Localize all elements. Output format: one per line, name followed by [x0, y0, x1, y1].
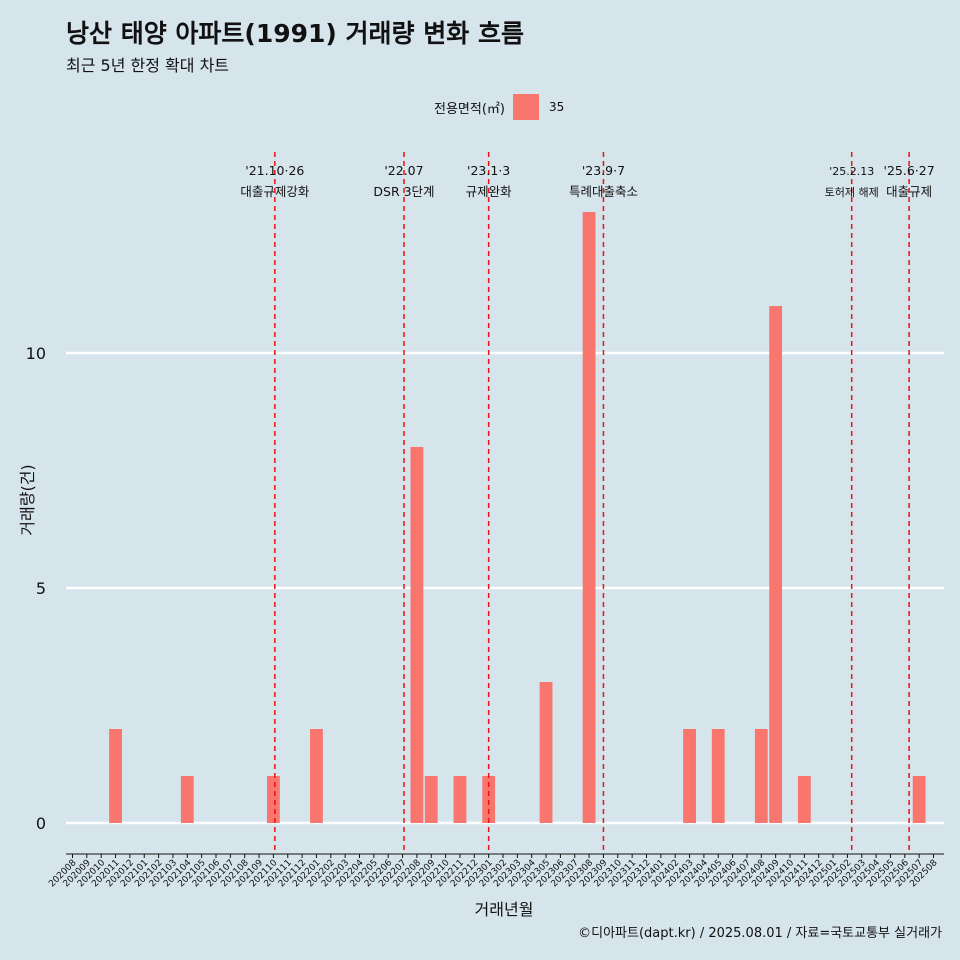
- x-axis-title: 거래년월: [475, 900, 534, 919]
- bar: [582, 212, 596, 823]
- event-date: '23.9·7: [582, 163, 625, 178]
- bar: [453, 776, 467, 823]
- event-date: '25.6·27: [884, 163, 935, 178]
- bar: [769, 306, 783, 823]
- event-label: 규제완화: [466, 184, 513, 199]
- event-date: '22.07: [384, 163, 423, 178]
- event-label: 대출규제강화: [240, 184, 310, 199]
- bar: [683, 729, 696, 823]
- bar: [310, 729, 323, 823]
- bar: [410, 447, 424, 823]
- bar: [482, 776, 496, 823]
- y-tick-label: 5: [36, 579, 46, 598]
- bar: [424, 776, 438, 823]
- event-date: '25.2.13: [829, 165, 874, 178]
- y-tick-label: 0: [36, 814, 46, 833]
- event-label: DSR 3단계: [373, 184, 434, 199]
- event-date: '21.10·26: [245, 163, 304, 178]
- legend-title: 전용면적(㎡): [434, 101, 505, 117]
- chart-title: 낭산 태양 아파트(1991) 거래량 변화 흐름: [66, 19, 524, 48]
- bar: [267, 776, 280, 823]
- bar: [180, 776, 194, 823]
- legend-label: 35: [548, 100, 565, 114]
- bar: [539, 682, 553, 823]
- event-label: 대출규제: [886, 184, 932, 199]
- event-label: 특례대출축소: [569, 184, 638, 199]
- chart-subtitle: 최근 5년 한정 확대 차트: [66, 56, 230, 75]
- event-date: '23.1·3: [467, 163, 510, 178]
- y-tick-label: 10: [26, 344, 46, 363]
- y-axis-title: 거래량(건): [18, 464, 37, 535]
- event-label: 토허제 해제: [825, 185, 879, 199]
- bar: [109, 729, 122, 823]
- bar: [711, 729, 725, 823]
- bar: [912, 776, 926, 823]
- legend: 전용면적(㎡) 35: [434, 94, 564, 120]
- legend-swatch: [512, 94, 539, 120]
- bar: [797, 776, 811, 823]
- caption: ©디아파트(dapt.kr) / 2025.08.01 / 자료=국토교통부 실…: [578, 926, 942, 941]
- bar: [754, 729, 768, 823]
